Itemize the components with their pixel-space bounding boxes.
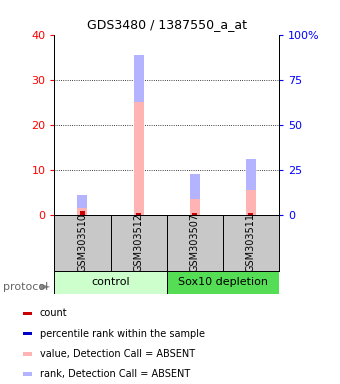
Bar [134,55,143,215]
Bar [167,271,279,294]
Title: GDS3480 / 1387550_a_at: GDS3480 / 1387550_a_at [87,18,246,31]
Text: percentile rank within the sample: percentile rank within the sample [39,329,205,339]
Bar [23,352,32,356]
Bar [246,159,256,215]
Text: Sox10 depletion: Sox10 depletion [178,277,268,287]
Polygon shape [40,284,50,290]
Bar [80,210,85,215]
Bar [23,312,32,315]
Text: control: control [91,277,130,287]
Bar [192,213,197,215]
Bar [136,213,141,215]
Bar [23,372,32,376]
Bar [134,55,143,102]
Bar [23,332,32,335]
Text: GSM303512: GSM303512 [134,214,143,272]
Bar [78,195,87,215]
Text: rank, Detection Call = ABSENT: rank, Detection Call = ABSENT [39,369,190,379]
Text: count: count [39,308,67,318]
Bar [54,215,110,271]
Bar [78,195,87,208]
Bar [246,159,256,190]
Bar [190,174,200,215]
Text: GSM303511: GSM303511 [246,214,256,272]
Text: protocol: protocol [3,282,49,292]
Bar [223,215,279,271]
Text: GSM303510: GSM303510 [78,214,87,272]
Text: GSM303507: GSM303507 [190,214,200,272]
Text: value, Detection Call = ABSENT: value, Detection Call = ABSENT [39,349,194,359]
Bar [110,215,167,271]
Bar [54,271,167,294]
Bar [248,213,253,215]
Bar [167,215,223,271]
Bar [190,174,200,199]
